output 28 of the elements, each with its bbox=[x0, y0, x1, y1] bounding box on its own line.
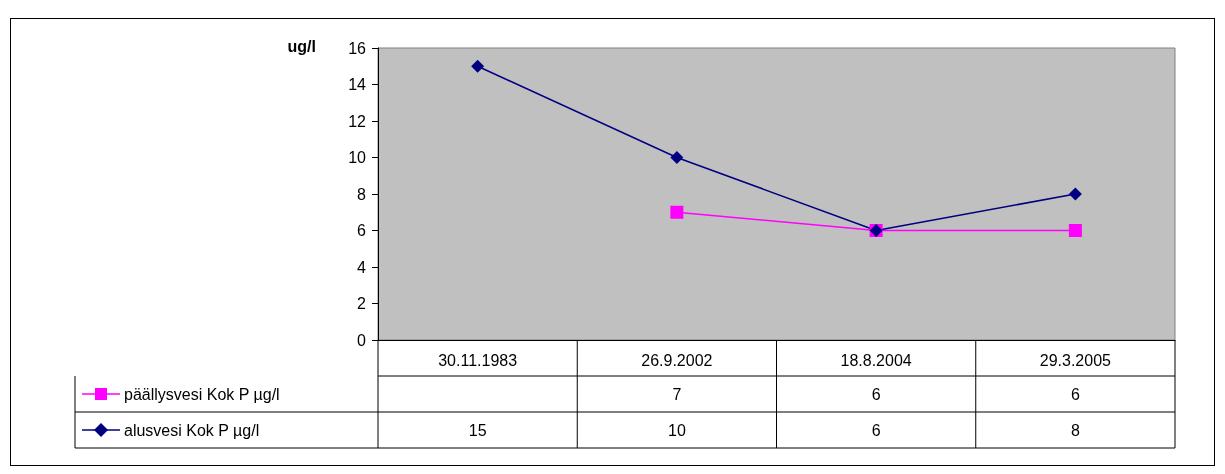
x-tick-label: 18.8.2004 bbox=[840, 351, 912, 369]
point bbox=[1068, 224, 1082, 237]
legend-label: päällysvesi Kok P µg/l bbox=[124, 385, 280, 403]
data-label: 10 bbox=[667, 421, 686, 439]
point bbox=[670, 205, 684, 219]
y-axis-title: ug/l bbox=[287, 37, 316, 55]
point bbox=[1068, 187, 1082, 201]
data-label: 8 bbox=[1070, 421, 1080, 439]
point bbox=[471, 59, 485, 73]
data-label: 15 bbox=[468, 421, 487, 439]
x-tick-label: 29.3.2005 bbox=[1039, 351, 1112, 369]
data-label: 7 bbox=[672, 385, 682, 403]
x-tick-label: 30.11.1983 bbox=[438, 351, 518, 369]
x-tick-label: 26.9.2002 bbox=[641, 351, 713, 369]
legend-label: alusvesi Kok P µg/l bbox=[124, 421, 260, 439]
data-label: 6 bbox=[1070, 385, 1080, 403]
y-tick-label: 6 bbox=[357, 222, 367, 239]
y-tick-label: 8 bbox=[357, 185, 367, 203]
data-label: 6 bbox=[871, 421, 881, 439]
y-tick-label: 2 bbox=[357, 295, 367, 312]
y-tick-label: 14 bbox=[348, 76, 367, 93]
data-label: 6 bbox=[871, 385, 881, 403]
y-tick-label: 12 bbox=[348, 112, 367, 130]
y-tick-label: 4 bbox=[357, 258, 367, 276]
y-tick-label: 10 bbox=[348, 149, 367, 166]
y-tick-label: 16 bbox=[348, 39, 367, 57]
point bbox=[670, 151, 684, 164]
y-tick-label: 0 bbox=[357, 331, 367, 349]
